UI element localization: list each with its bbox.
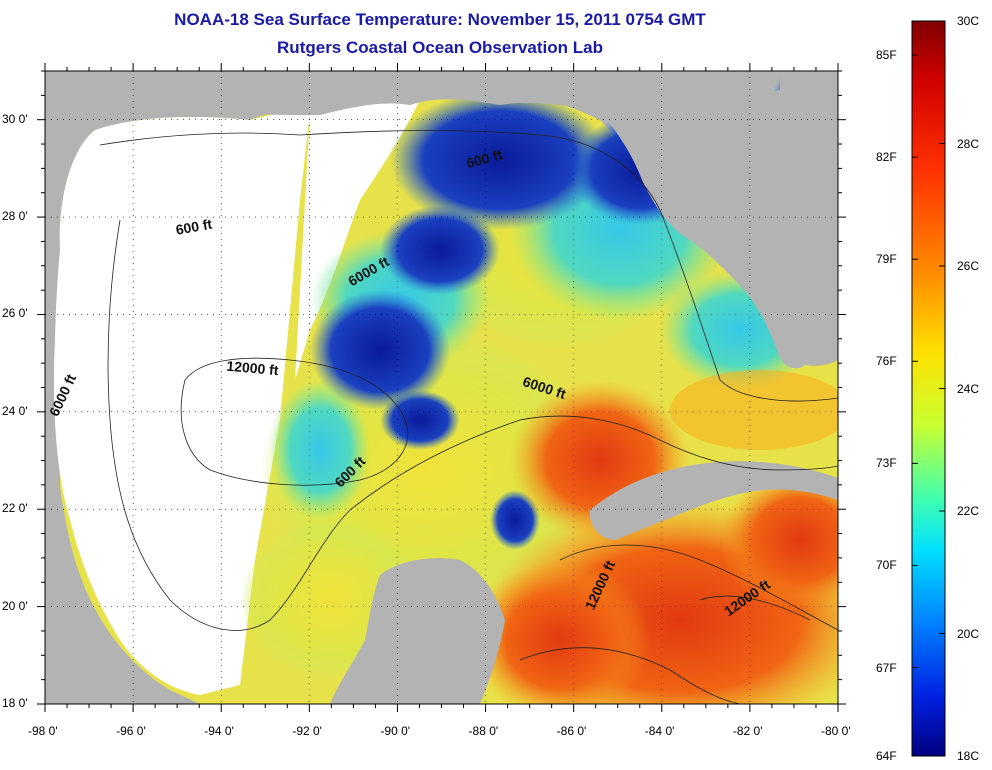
graticule xyxy=(45,71,838,704)
chart-title: NOAA-18 Sea Surface Temperature: Novembe… xyxy=(174,10,706,29)
lon-tick-label: -84 0' xyxy=(644,724,675,738)
axis-ticks xyxy=(37,63,846,712)
lat-tick-label: 18 0' xyxy=(2,696,28,710)
fahrenheit-label: 79F xyxy=(876,252,897,267)
lat-tick-label: 30 0' xyxy=(2,111,28,126)
lon-tick-label: -94 0' xyxy=(204,724,234,738)
fahrenheit-label: 64F xyxy=(876,749,897,763)
contour-label: 12000 ft xyxy=(226,358,280,379)
lon-tick-label: -92 0' xyxy=(292,724,322,738)
celsius-label: 18C xyxy=(957,749,980,763)
celsius-label: 26C xyxy=(957,259,980,273)
celsius-label: 22C xyxy=(957,504,980,518)
fahrenheit-label: 85F xyxy=(876,48,897,63)
lat-tick-label: 24 0' xyxy=(2,403,28,418)
lon-tick-label: -80 0' xyxy=(821,724,851,738)
lon-tick-label: -90 0' xyxy=(380,724,411,738)
lat-tick-label: 20 0' xyxy=(2,598,28,613)
cuba-land xyxy=(589,461,838,540)
lon-tick-label: -82 0' xyxy=(732,724,763,738)
celsius-label: 30C xyxy=(957,14,980,28)
yucatan-land xyxy=(330,558,505,704)
contour-label: 600 ft xyxy=(175,216,214,238)
fahrenheit-label: 76F xyxy=(876,354,897,369)
florida-land xyxy=(600,71,838,369)
fahrenheit-label: 82F xyxy=(876,150,897,165)
lon-tick-label: -96 0' xyxy=(116,724,146,738)
celsius-label: 24C xyxy=(957,381,980,396)
lon-tick-label: -86 0' xyxy=(556,724,587,738)
no-data-swath xyxy=(53,110,310,696)
chart-subtitle: Rutgers Coastal Ocean Observation Lab xyxy=(277,38,603,57)
colorbar-ticks xyxy=(912,20,945,757)
fahrenheit-label: 70F xyxy=(876,558,897,573)
celsius-label: 28C xyxy=(957,136,980,151)
lon-tick-label: -88 0' xyxy=(468,724,499,738)
lat-tick-label: 22 0' xyxy=(2,501,28,516)
fahrenheit-label: 67F xyxy=(876,660,897,675)
lon-tick-label: -98 0' xyxy=(28,724,58,738)
lat-tick-label: 28 0' xyxy=(2,209,28,224)
celsius-label: 20C xyxy=(957,626,980,641)
fahrenheit-label: 73F xyxy=(876,456,897,471)
lat-tick-label: 26 0' xyxy=(2,306,28,321)
